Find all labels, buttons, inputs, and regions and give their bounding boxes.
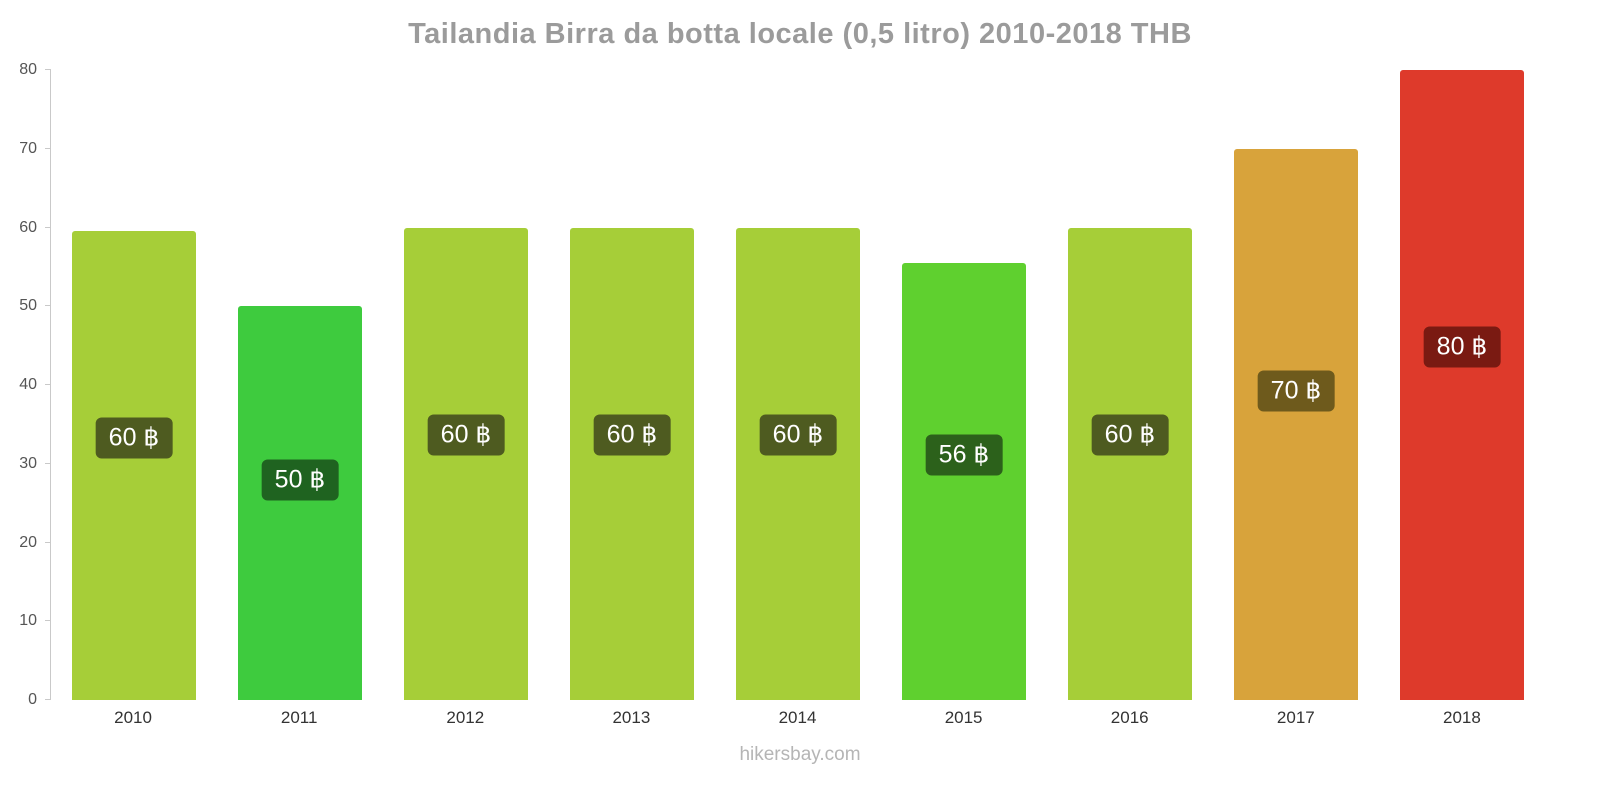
bar-value-label-2017: 70 ฿ bbox=[1257, 370, 1335, 412]
y-tick-mark bbox=[45, 620, 51, 622]
x-axis-label-2015: 2015 bbox=[944, 708, 983, 727]
x-axis: 2010 2011 2012 2013 2014 2015 2016 2017 2018 bbox=[50, 708, 1545, 728]
bar-slot-2018: 80 ฿ bbox=[1379, 70, 1545, 700]
bar-value-label-2016: 60 ฿ bbox=[1091, 414, 1169, 456]
x-axis-label-2018: 2018 bbox=[1443, 708, 1481, 727]
y-tick-mark bbox=[45, 541, 51, 543]
bar-slot-2014: 60 ฿ bbox=[715, 70, 881, 700]
y-tick-mark bbox=[45, 226, 51, 228]
x-axis-label-2016: 2016 bbox=[1110, 708, 1149, 727]
bar-2010[interactable]: 60 ฿ bbox=[71, 231, 197, 700]
bar-slot-2012: 60 ฿ bbox=[383, 70, 549, 700]
bar-2016[interactable]: 60 ฿ bbox=[1067, 227, 1193, 700]
y-tick-label-0: 0 bbox=[28, 691, 37, 708]
x-axis-label-2013: 2013 bbox=[612, 708, 651, 727]
bar-2015[interactable]: 56 ฿ bbox=[901, 262, 1027, 700]
bar-2012[interactable]: 60 ฿ bbox=[403, 227, 529, 700]
y-tick-mark bbox=[45, 384, 51, 385]
x-axis-label-2010: 2010 bbox=[114, 708, 152, 727]
bar-2011[interactable]: 50 ฿ bbox=[237, 306, 363, 700]
y-tick-label-60: 60 bbox=[19, 218, 37, 236]
bar-value-label-2013: 60 ฿ bbox=[593, 414, 671, 456]
y-tick-mark bbox=[45, 69, 51, 70]
y-tick-label-30: 30 bbox=[19, 454, 37, 472]
bar-slot-2010: 60 ฿ bbox=[51, 70, 217, 700]
bar-value-label-2014: 60 ฿ bbox=[759, 414, 837, 456]
y-tick-label-10: 10 bbox=[19, 612, 37, 630]
y-tick-mark bbox=[45, 462, 51, 464]
watermark-text: hikersbay.com bbox=[739, 744, 861, 765]
y-tick-mark bbox=[45, 147, 51, 149]
y-tick-label-50: 50 bbox=[19, 297, 37, 315]
bar-2013[interactable]: 60 ฿ bbox=[569, 227, 695, 700]
bar-value-label-2010: 60 ฿ bbox=[95, 417, 173, 459]
y-tick-mark bbox=[45, 699, 51, 700]
y-tick-label-80: 80 bbox=[19, 61, 37, 78]
plot-area: 60 ฿ 50 ฿ 60 ฿ 60 ฿ 60 ฿ 56 ฿ 60 ฿ 70 ฿ 80 ฿ 0 10… bbox=[19, 62, 1545, 708]
x-axis-label-2011: 2011 bbox=[280, 708, 318, 727]
bar-slot-2017: 70 ฿ bbox=[1213, 70, 1379, 700]
x-axis-label-2014: 2014 bbox=[778, 708, 817, 727]
y-tick-label-20: 20 bbox=[19, 533, 37, 551]
bar-2014[interactable]: 60 ฿ bbox=[735, 227, 861, 700]
bar-slot-2015: 56 ฿ bbox=[881, 70, 1047, 700]
y-tick-label-40: 40 bbox=[19, 376, 37, 393]
bar-value-label-2012: 60 ฿ bbox=[427, 414, 505, 456]
bar-2017[interactable]: 70 ฿ bbox=[1233, 148, 1359, 700]
bar-value-label-2018: 80 ฿ bbox=[1423, 326, 1501, 368]
bar-2018[interactable]: 80 ฿ bbox=[1399, 70, 1525, 700]
bar-value-label-2011: 50 ฿ bbox=[261, 459, 339, 500]
bars-container: 60 ฿ 50 ฿ 60 ฿ 60 ฿ 60 ฿ 56 ฿ 60 ฿ 70 ฿ 80 ฿ bbox=[51, 70, 1545, 700]
x-axis-label-2017: 2017 bbox=[1276, 708, 1315, 727]
bar-slot-2016: 60 ฿ bbox=[1047, 70, 1213, 700]
bar-slot-2013: 60 ฿ bbox=[549, 70, 715, 700]
bar-slot-2011: 50 ฿ bbox=[217, 70, 383, 700]
y-tick-mark bbox=[45, 305, 51, 307]
y-tick-label-70: 70 bbox=[19, 139, 37, 157]
x-axis-label-2012: 2012 bbox=[446, 708, 485, 727]
chart-title: Tailandia Birra da botta locale (0,5 lit… bbox=[408, 18, 1192, 50]
bar-value-label-2015: 56 ฿ bbox=[925, 434, 1003, 476]
